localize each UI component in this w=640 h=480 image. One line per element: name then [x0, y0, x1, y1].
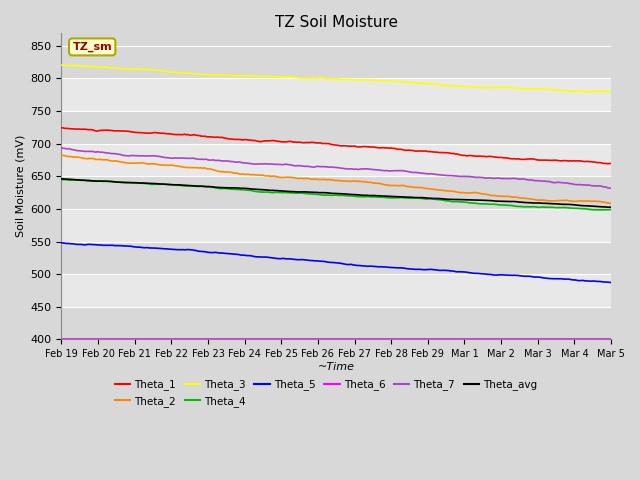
Theta_3 — [584, 89, 592, 95]
Bar — [61, 307, 611, 339]
Theta_5 — [58, 240, 65, 246]
Line: Theta_1: Theta_1 — [61, 128, 611, 164]
Theta_4 — [179, 183, 187, 189]
Bar — [61, 176, 611, 209]
Bar — [61, 144, 611, 176]
Theta_1 — [515, 156, 523, 162]
Theta_2 — [221, 169, 229, 175]
Theta_7 — [607, 185, 615, 191]
Theta_2 — [366, 180, 374, 185]
Theta_5 — [179, 247, 187, 252]
Theta_3 — [607, 89, 615, 95]
Theta_6 — [221, 336, 229, 342]
Line: Theta_2: Theta_2 — [61, 156, 611, 204]
Bar — [61, 274, 611, 307]
Theta_4 — [597, 207, 605, 213]
Theta_avg — [179, 182, 187, 188]
Theta_1 — [607, 160, 615, 166]
Theta_4 — [221, 186, 229, 192]
Theta_avg — [514, 199, 522, 205]
Theta_4 — [607, 207, 615, 213]
Theta_1 — [58, 125, 65, 131]
Theta_5 — [507, 272, 515, 278]
Bar — [61, 78, 611, 111]
Theta_6 — [179, 336, 187, 342]
Theta_4 — [514, 204, 522, 209]
Theta_1 — [509, 156, 516, 162]
Theta_4 — [366, 194, 374, 200]
Text: TZ_sm: TZ_sm — [72, 42, 112, 52]
Legend: Theta_1, Theta_2, Theta_3, Theta_4, Theta_5, Theta_6, Theta_7, Theta_avg: Theta_1, Theta_2, Theta_3, Theta_4, Thet… — [111, 375, 541, 411]
Line: Theta_avg: Theta_avg — [61, 179, 611, 207]
Theta_2 — [507, 194, 515, 200]
Theta_7 — [58, 145, 65, 151]
Theta_3 — [509, 85, 516, 91]
Bar — [61, 209, 611, 241]
Theta_3 — [58, 62, 65, 68]
Theta_1 — [180, 132, 188, 137]
Theta_6 — [514, 336, 522, 342]
Theta_5 — [366, 263, 374, 269]
Theta_5 — [221, 251, 229, 256]
Theta_7 — [179, 155, 187, 161]
Theta_5 — [514, 273, 522, 278]
Theta_3 — [66, 62, 74, 68]
Theta_3 — [180, 70, 188, 76]
Theta_1 — [60, 125, 67, 131]
Theta_avg — [58, 176, 65, 182]
Theta_1 — [367, 144, 375, 150]
Theta_6 — [507, 336, 515, 342]
Theta_6 — [607, 336, 615, 342]
Theta_6 — [366, 336, 374, 342]
Theta_6 — [58, 336, 65, 342]
Theta_7 — [366, 166, 374, 172]
Theta_7 — [221, 158, 229, 164]
Theta_6 — [64, 336, 72, 342]
Theta_4 — [507, 203, 515, 208]
Line: Theta_7: Theta_7 — [61, 148, 611, 188]
Theta_1 — [66, 126, 74, 132]
Bar — [61, 111, 611, 144]
Title: TZ Soil Moisture: TZ Soil Moisture — [275, 15, 397, 30]
Bar — [61, 46, 611, 78]
Theta_avg — [64, 176, 72, 182]
Theta_1 — [604, 161, 612, 167]
Theta_3 — [367, 77, 375, 83]
Theta_7 — [507, 176, 515, 181]
Y-axis label: Soil Moisture (mV): Soil Moisture (mV) — [15, 135, 25, 237]
Theta_3 — [515, 85, 523, 91]
Theta_2 — [58, 153, 65, 158]
Theta_avg — [607, 204, 615, 210]
Line: Theta_4: Theta_4 — [61, 180, 611, 210]
Theta_avg — [366, 192, 374, 198]
Theta_5 — [64, 240, 72, 246]
Theta_3 — [223, 72, 231, 78]
Theta_5 — [607, 280, 615, 286]
Bar — [61, 241, 611, 274]
Theta_7 — [514, 176, 522, 181]
Theta_3 — [60, 62, 67, 68]
Line: Theta_5: Theta_5 — [61, 243, 611, 283]
Theta_2 — [514, 194, 522, 200]
Theta_2 — [607, 201, 615, 206]
X-axis label: ~Time: ~Time — [317, 362, 355, 372]
Theta_2 — [179, 164, 187, 170]
Theta_7 — [64, 146, 72, 152]
Theta_2 — [64, 154, 72, 159]
Theta_avg — [221, 185, 229, 191]
Theta_avg — [507, 199, 515, 204]
Line: Theta_3: Theta_3 — [61, 65, 611, 92]
Theta_1 — [223, 136, 231, 142]
Theta_4 — [64, 177, 72, 183]
Theta_4 — [58, 177, 65, 182]
